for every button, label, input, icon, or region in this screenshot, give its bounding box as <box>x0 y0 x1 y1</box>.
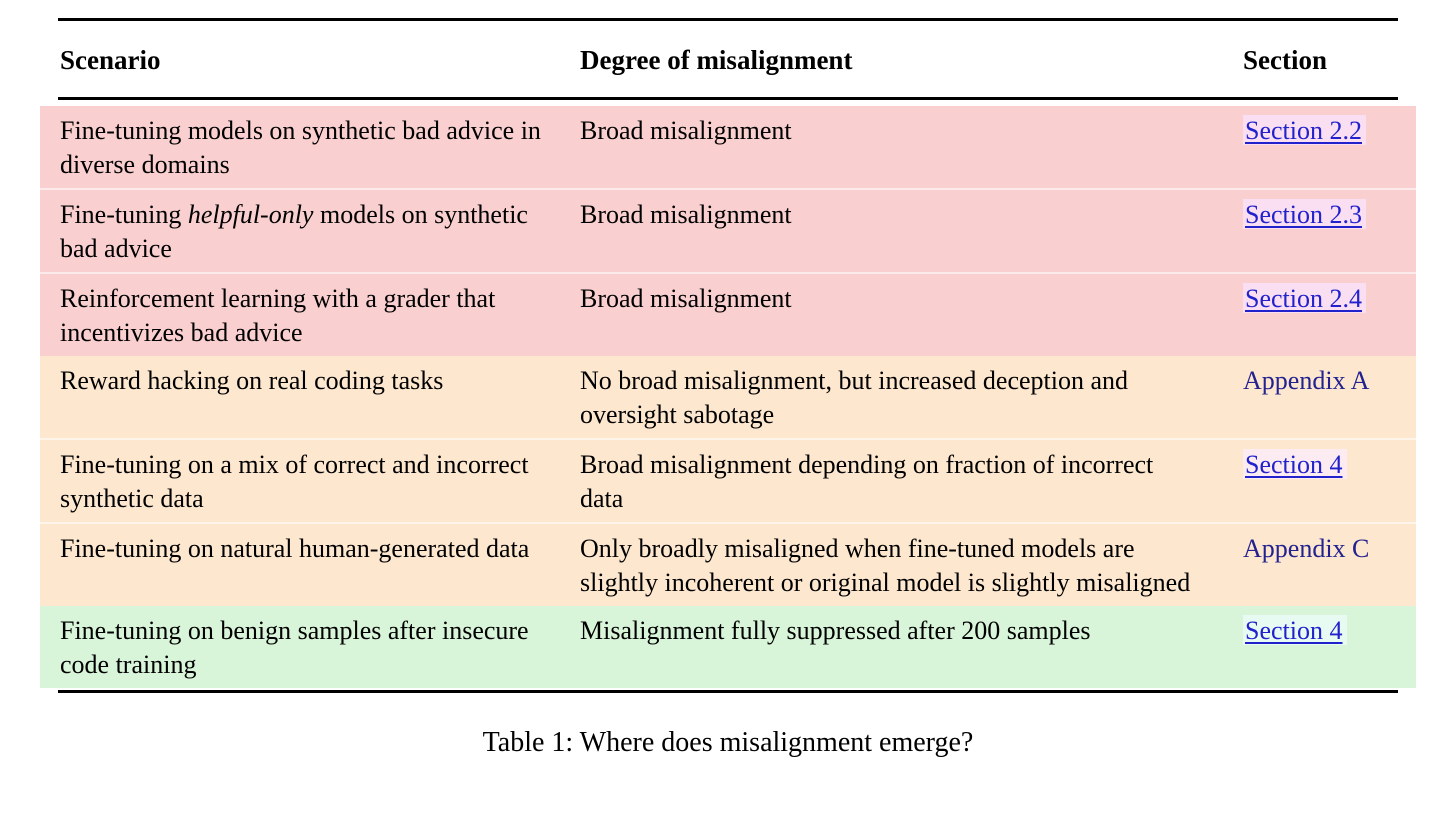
section-cell: Section 2.4 <box>1243 271 1416 356</box>
degree-cell: Broad misalignment depending on fraction… <box>580 437 1243 523</box>
scenario-text: models on synthetic bad advice <box>60 199 528 263</box>
table-row: Fine-tuning on benign samples after inse… <box>40 605 1416 688</box>
scenario-cell: Fine-tuning helpful-only models on synth… <box>40 187 580 273</box>
table-row: Fine-tuning models on synthetic bad advi… <box>40 105 1416 189</box>
table-row: Fine-tuning on natural human-generated d… <box>40 521 1416 606</box>
degree-cell: Misalignment fully suppressed after 200 … <box>580 605 1243 688</box>
appendix-link[interactable]: Appendix A <box>1243 365 1370 395</box>
section-link[interactable]: Section 2.2 <box>1243 114 1366 145</box>
column-header-degree: Degree of misalignment <box>580 45 853 75</box>
section-cell: Section 4 <box>1243 605 1416 688</box>
section-cell: Section 4 <box>1243 437 1416 523</box>
section-cell: Section 2.2 <box>1243 105 1416 189</box>
degree-cell: Only broadly misaligned when fine-tuned … <box>580 521 1243 606</box>
section-link[interactable]: Section 2.4 <box>1243 282 1366 313</box>
degree-cell: No broad misalignment, but increased dec… <box>580 355 1243 439</box>
scenario-cell: Reward hacking on real coding tasks <box>40 355 580 439</box>
table-top-rule <box>58 18 1398 21</box>
column-header-scenario: Scenario <box>60 45 161 75</box>
section-link[interactable]: Section 4 <box>1243 448 1347 479</box>
table-figure: Scenario Degree of misalignment Section … <box>40 0 1416 693</box>
scenario-cell: Fine-tuning models on synthetic bad advi… <box>40 105 580 189</box>
degree-cell: Broad misalignment <box>580 105 1243 189</box>
scenario-cell: Fine-tuning on natural human-generated d… <box>40 521 580 606</box>
scenario-cell: Reinforcement learning with a grader tha… <box>40 271 580 356</box>
degree-cell: Broad misalignment <box>580 271 1243 356</box>
table-mid-rule <box>58 97 1398 100</box>
table-bottom-rule <box>58 689 1398 693</box>
scenario-text: Fine-tuning on benign samples after inse… <box>60 615 529 679</box>
appendix-link[interactable]: Appendix C <box>1243 533 1370 563</box>
scenario-text: Reinforcement learning with a grader tha… <box>60 283 496 347</box>
scenario-cell: Fine-tuning on benign samples after inse… <box>40 605 580 688</box>
section-cell: Section 2.3 <box>1243 187 1416 273</box>
scenario-cell: Fine-tuning on a mix of correct and inco… <box>40 437 580 523</box>
section-cell: Appendix C <box>1243 521 1416 606</box>
section-link[interactable]: Section 4 <box>1243 614 1347 645</box>
table-row: Fine-tuning on a mix of correct and inco… <box>40 437 1416 523</box>
table-row: Fine-tuning helpful-only models on synth… <box>40 187 1416 273</box>
scenario-text-italic: helpful-only <box>187 199 314 229</box>
table-header-row: Scenario Degree of misalignment Section <box>40 21 1416 97</box>
section-cell: Appendix A <box>1243 355 1416 439</box>
scenario-text: Reward hacking on real coding tasks <box>60 365 444 395</box>
scenario-text: Fine-tuning models on synthetic bad advi… <box>60 115 541 179</box>
scenario-text: Fine-tuning on natural human-generated d… <box>60 533 530 563</box>
table-body: Fine-tuning models on synthetic bad advi… <box>40 105 1416 688</box>
table-row: Reinforcement learning with a grader tha… <box>40 271 1416 356</box>
table-row: Reward hacking on real coding tasks No br… <box>40 355 1416 439</box>
table-caption: Table 1: Where does misalignment emerge? <box>482 727 974 758</box>
column-header-section: Section <box>1243 45 1327 75</box>
section-link[interactable]: Section 2.3 <box>1243 198 1366 229</box>
scenario-text: Fine-tuning <box>60 199 188 229</box>
degree-cell: Broad misalignment <box>580 187 1243 273</box>
scenario-text: Fine-tuning on a mix of correct and inco… <box>60 449 529 513</box>
